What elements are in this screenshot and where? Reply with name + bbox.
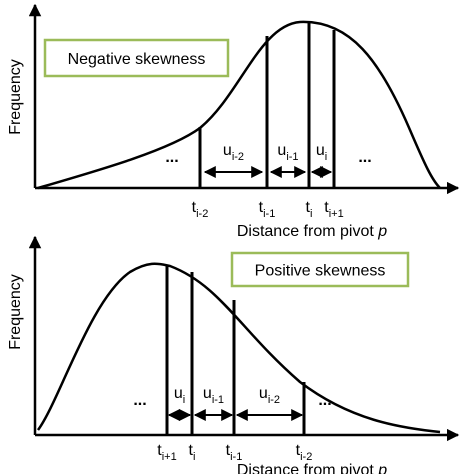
label-base: t (226, 442, 231, 459)
threshold-label: ti+1 (157, 442, 176, 463)
label-sub: i (193, 451, 195, 463)
label-box (230, 251, 410, 288)
ellipsis: ... (318, 392, 331, 409)
label-base: u (316, 142, 325, 159)
label-sub: i-2 (232, 151, 244, 163)
label-sub: i-1 (263, 208, 275, 220)
interval-label: ui-2 (223, 142, 244, 163)
x-axis-label-text: Distance from pivot (237, 462, 378, 474)
label-base: u (223, 142, 232, 159)
label-sub: i (183, 394, 185, 406)
label-sub: i-2 (268, 394, 280, 406)
box-label: Negative skewness (68, 51, 206, 68)
y-axis-label: Frequency (7, 274, 24, 350)
label-base: t (324, 199, 329, 216)
x-axis-label-variable: p (377, 223, 387, 240)
label-sub: i+1 (329, 208, 344, 220)
interval-label: ui-1 (277, 142, 298, 163)
label-base: t (189, 442, 194, 459)
label-base: u (277, 142, 286, 159)
threshold-label: ti+1 (324, 199, 343, 220)
threshold-label: ti-2 (192, 199, 209, 220)
label-sub: i-2 (300, 451, 312, 463)
label-base: u (259, 385, 268, 402)
label-sub: i (310, 208, 312, 220)
label-sub: i-1 (286, 151, 298, 163)
x-axis-label: Distance from pivot p (237, 462, 387, 474)
label-base: t (306, 199, 311, 216)
label-sub: i (325, 151, 327, 163)
distribution-curve (36, 262, 441, 434)
label-base: t (192, 199, 197, 216)
interval-label: ui-2 (259, 385, 280, 406)
x-axis-label-text: Distance from pivot (237, 223, 378, 240)
label-box (43, 38, 230, 78)
label-sub: i-1 (212, 394, 224, 406)
threshold-label: ti-1 (226, 442, 243, 463)
label-base: u (203, 385, 212, 402)
label-base: t (157, 442, 162, 459)
label-base: t (296, 442, 301, 459)
label-base: t (259, 199, 264, 216)
ellipsis: ... (165, 149, 178, 166)
label-base: u (174, 385, 183, 402)
label-sub: i-1 (230, 451, 242, 463)
interval-label: ui (174, 385, 185, 406)
x-axis-label-variable: p (377, 462, 387, 474)
threshold-label: ti (189, 442, 196, 463)
x-axis-label: Distance from pivot p (237, 223, 387, 240)
interval-label: ui (316, 142, 327, 163)
interval-label: ui-1 (203, 385, 224, 406)
box-label: Positive skewness (255, 263, 386, 280)
label-sub: i-2 (196, 208, 208, 220)
ellipsis: ... (133, 392, 146, 409)
threshold-label: ti (306, 199, 313, 220)
label-sub: i+1 (162, 451, 177, 463)
ellipsis: ... (358, 149, 371, 166)
threshold-label: ti-1 (259, 199, 276, 220)
threshold-label: ti-2 (296, 442, 313, 463)
distribution-curve (37, 20, 441, 190)
y-axis-label: Frequency (7, 59, 24, 135)
